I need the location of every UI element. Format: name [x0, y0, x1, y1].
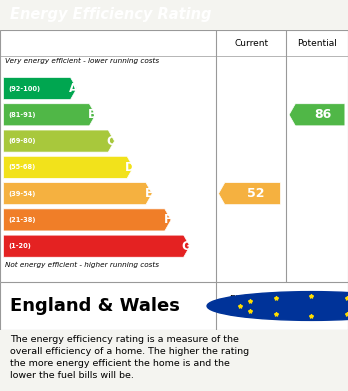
Polygon shape [3, 209, 171, 231]
Text: (21-38): (21-38) [9, 217, 36, 223]
Text: The energy efficiency rating is a measure of the
overall efficiency of a home. T: The energy efficiency rating is a measur… [10, 335, 250, 380]
Text: (69-80): (69-80) [9, 138, 36, 144]
Polygon shape [3, 183, 152, 204]
Text: (92-100): (92-100) [9, 86, 41, 91]
Polygon shape [3, 104, 96, 126]
Text: (39-54): (39-54) [9, 191, 36, 197]
Text: A: A [69, 82, 78, 95]
Text: D: D [125, 161, 135, 174]
Polygon shape [289, 104, 345, 126]
Polygon shape [3, 130, 114, 152]
Text: Not energy efficient - higher running costs: Not energy efficient - higher running co… [5, 262, 159, 268]
Text: Very energy efficient - lower running costs: Very energy efficient - lower running co… [5, 58, 159, 64]
Text: Energy Efficiency Rating: Energy Efficiency Rating [10, 7, 212, 23]
Text: Current: Current [234, 39, 268, 48]
Polygon shape [219, 183, 280, 204]
Text: England & Wales: England & Wales [10, 297, 180, 315]
Text: E: E [145, 187, 153, 200]
Text: 52: 52 [247, 187, 264, 200]
Text: Potential: Potential [297, 39, 337, 48]
Polygon shape [3, 235, 190, 257]
Polygon shape [3, 156, 133, 178]
Polygon shape [3, 77, 77, 100]
Text: B: B [88, 108, 97, 121]
Text: C: C [107, 135, 116, 147]
Text: F: F [164, 213, 172, 226]
Text: 86: 86 [314, 108, 331, 121]
Circle shape [207, 292, 348, 320]
Text: (55-68): (55-68) [9, 164, 36, 170]
Text: (1-20): (1-20) [9, 243, 32, 249]
Text: (81-91): (81-91) [9, 112, 36, 118]
Text: G: G [182, 240, 191, 253]
Text: EU Directive
2002/91/EC: EU Directive 2002/91/EC [230, 295, 286, 316]
